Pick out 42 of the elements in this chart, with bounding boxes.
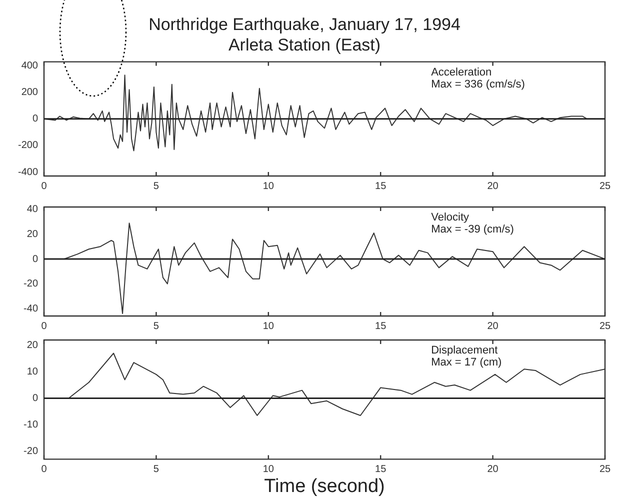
x-tick-label: 0 <box>41 320 48 332</box>
y-tick-label: 20 <box>26 229 38 240</box>
annotation: Max = -39 (cm/s) <box>431 224 514 236</box>
y-tick-label: 10 <box>26 366 38 378</box>
chart-title: Northridge Earthquake, January 17, 1994 <box>148 14 460 34</box>
x-tick-label: 0 <box>41 180 48 192</box>
x-tick-label: 25 <box>599 320 611 332</box>
x-tick-label: 5 <box>153 464 160 475</box>
x-tick-label: 25 <box>599 180 611 192</box>
y-tick-label: -200 <box>18 140 38 152</box>
y-tick-label: 400 <box>21 60 38 72</box>
x-tick-label: 20 <box>487 464 499 475</box>
x-tick-label: 20 <box>487 180 499 192</box>
x-tick-label: 5 <box>153 320 160 332</box>
annotation: Max = 336 (cm/s/s) <box>431 78 525 90</box>
x-tick-label: 10 <box>262 320 274 332</box>
y-tick-label: -10 <box>24 420 38 431</box>
y-tick-label: -20 <box>24 278 38 290</box>
y-tick-label: 20 <box>26 340 38 352</box>
y-tick-label: 0 <box>32 114 38 125</box>
x-tick-label: 0 <box>41 464 48 475</box>
y-tick-label: -40 <box>24 303 38 314</box>
annotation: Displacement <box>431 344 498 357</box>
x-tick-label: 15 <box>375 320 387 332</box>
annotation: Max = 17 (cm) <box>431 356 502 369</box>
x-tick-label: 15 <box>375 464 387 475</box>
y-tick-label: 0 <box>32 254 38 265</box>
y-tick-label: 200 <box>21 87 38 98</box>
annotation: Velocity <box>431 212 470 224</box>
x-tick-label: 5 <box>153 180 160 192</box>
x-tick-label: 10 <box>262 464 274 475</box>
x-tick-label: 15 <box>375 180 387 192</box>
x-tick-label: 20 <box>487 320 499 332</box>
y-tick-label: -20 <box>24 446 38 458</box>
y-tick-label: 40 <box>26 204 38 216</box>
x-tick-label: 25 <box>599 464 611 475</box>
chart-subtitle: Arleta Station (East) <box>228 35 381 54</box>
annotation: Acceleration <box>431 66 492 78</box>
y-tick-label: -400 <box>18 166 38 178</box>
y-tick-label: 0 <box>32 393 38 404</box>
x-axis-title: Time (second) <box>264 476 385 497</box>
x-tick-label: 10 <box>262 180 274 192</box>
